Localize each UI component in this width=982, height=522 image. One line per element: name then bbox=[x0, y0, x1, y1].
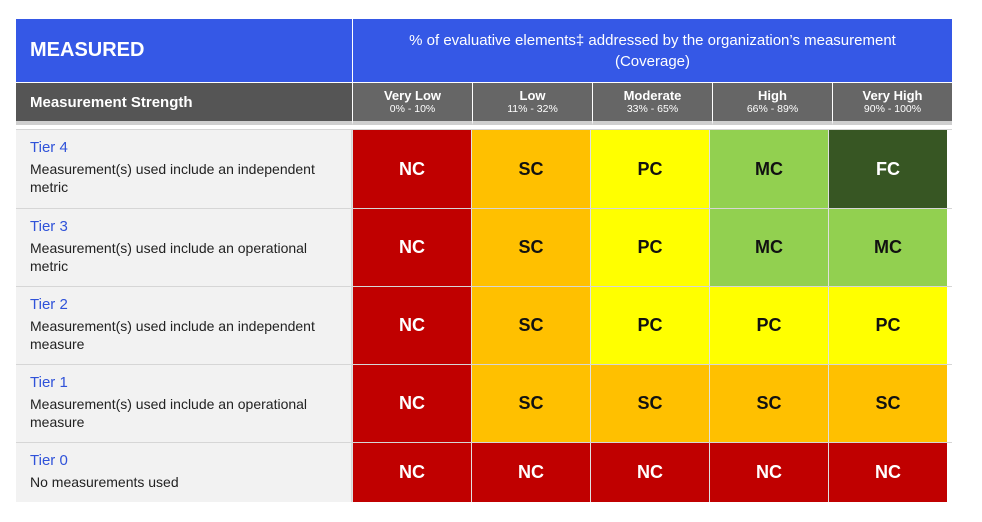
tier-description: Measurement(s) used include an operation… bbox=[30, 240, 308, 274]
coverage-column-moderate: Moderate 33% - 65% bbox=[592, 83, 712, 125]
rating-cell: SC bbox=[471, 287, 590, 364]
tier-description: Measurement(s) used include an independe… bbox=[30, 161, 315, 195]
rating-cell: PC bbox=[828, 287, 947, 364]
coverage-column-very-low: Very Low 0% - 10% bbox=[352, 83, 472, 125]
tier-description: No measurements used bbox=[30, 474, 179, 490]
rating-cell: NC bbox=[352, 209, 471, 286]
tier-row-1: Tier 1 Measurement(s) used include an op… bbox=[16, 364, 952, 442]
rating-cell: MC bbox=[709, 130, 828, 208]
rating-cell: NC bbox=[352, 287, 471, 364]
rating-cell: NC bbox=[352, 443, 471, 502]
tier-row-2: Tier 2 Measurement(s) used include an in… bbox=[16, 286, 952, 364]
column-level: Very Low bbox=[383, 88, 442, 103]
column-range: 66% - 89% bbox=[746, 103, 799, 115]
tier-label: Tier 4 Measurement(s) used include an in… bbox=[16, 130, 352, 208]
tier-label: Tier 1 Measurement(s) used include an op… bbox=[16, 365, 352, 442]
tier-label: Tier 3 Measurement(s) used include an op… bbox=[16, 209, 352, 286]
rating-cell: NC bbox=[352, 365, 471, 442]
column-range: 33% - 65% bbox=[626, 103, 679, 115]
coverage-column-low: Low 11% - 32% bbox=[472, 83, 592, 125]
column-level: Low bbox=[519, 88, 546, 103]
rating-cell: SC bbox=[709, 365, 828, 442]
column-range: 90% - 100% bbox=[863, 103, 922, 115]
tier-name: Tier 2 bbox=[30, 296, 68, 313]
tier-row-4: Tier 4 Measurement(s) used include an in… bbox=[16, 129, 952, 208]
coverage-heading-line1: % of evaluative elements‡ addressed by t… bbox=[409, 31, 896, 49]
header-row: MEASURED % of evaluative elements‡ addre… bbox=[16, 19, 952, 82]
tier-row-0: Tier 0 No measurements used NC NC NC NC … bbox=[16, 442, 952, 502]
coverage-heading-line2: (Coverage) bbox=[614, 52, 691, 70]
tier-name: Tier 4 bbox=[30, 139, 68, 156]
column-level: High bbox=[758, 88, 787, 103]
tier-description: Measurement(s) used include an independe… bbox=[30, 318, 315, 352]
tier-row-3: Tier 3 Measurement(s) used include an op… bbox=[16, 208, 952, 286]
rating-cell: SC bbox=[471, 130, 590, 208]
column-level: Moderate bbox=[623, 88, 682, 103]
rating-cell: MC bbox=[828, 209, 947, 286]
rating-cell: PC bbox=[590, 130, 709, 208]
tier-name: Tier 1 bbox=[30, 374, 68, 391]
rating-cell: SC bbox=[590, 365, 709, 442]
tier-description: Measurement(s) used include an operation… bbox=[30, 396, 308, 430]
rating-cell: SC bbox=[828, 365, 947, 442]
coverage-column-high: High 66% - 89% bbox=[712, 83, 832, 125]
subheader-row: Measurement Strength Very Low 0% - 10% L… bbox=[16, 83, 952, 125]
column-range: 11% - 32% bbox=[507, 103, 558, 115]
rating-cell: FC bbox=[828, 130, 947, 208]
measurement-strength-heading: Measurement Strength bbox=[16, 83, 352, 125]
rating-cell: MC bbox=[709, 209, 828, 286]
rating-cell: SC bbox=[471, 209, 590, 286]
tier-name: Tier 3 bbox=[30, 218, 68, 235]
column-range: 0% - 10% bbox=[389, 103, 436, 115]
coverage-heading: % of evaluative elements‡ addressed by t… bbox=[352, 19, 952, 82]
rating-cell: NC bbox=[590, 443, 709, 502]
rating-cell: NC bbox=[352, 130, 471, 208]
rating-cell: NC bbox=[471, 443, 590, 502]
rating-cell: PC bbox=[590, 209, 709, 286]
tier-name: Tier 0 bbox=[30, 452, 68, 469]
matrix-title: MEASURED bbox=[16, 19, 352, 82]
rating-cell: NC bbox=[828, 443, 947, 502]
coverage-column-very-high: Very High 90% - 100% bbox=[832, 83, 952, 125]
tier-label: Tier 2 Measurement(s) used include an in… bbox=[16, 287, 352, 364]
column-level: Very High bbox=[862, 88, 923, 103]
rating-cell: SC bbox=[471, 365, 590, 442]
tier-label: Tier 0 No measurements used bbox=[16, 443, 352, 502]
rating-cell: PC bbox=[709, 287, 828, 364]
rating-cell: NC bbox=[709, 443, 828, 502]
rating-cell: PC bbox=[590, 287, 709, 364]
coverage-matrix: MEASURED % of evaluative elements‡ addre… bbox=[16, 19, 952, 502]
